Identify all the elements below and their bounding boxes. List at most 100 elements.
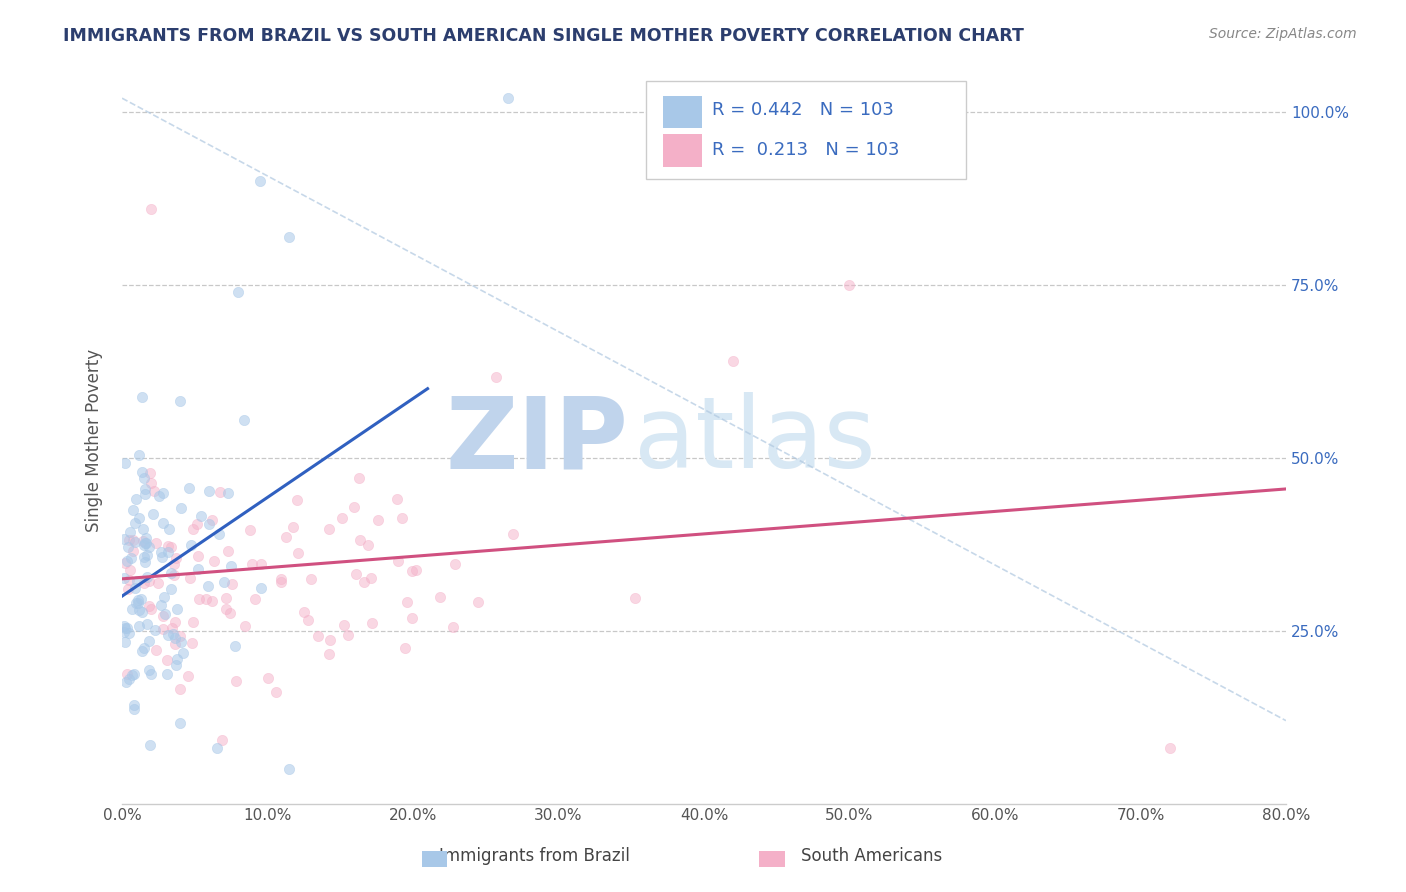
- Point: [165, 631, 187, 645]
- Point: [135, 532, 157, 546]
- Point: [208, 485, 231, 500]
- Point: [145, 643, 167, 657]
- Point: [134, 482, 156, 496]
- Point: [240, 557, 263, 571]
- Point: [136, 548, 159, 562]
- Point: [319, 632, 342, 647]
- Point: [165, 637, 187, 651]
- Point: [394, 641, 416, 656]
- Point: [202, 554, 225, 568]
- Point: [117, 621, 139, 635]
- Point: [177, 481, 200, 495]
- Point: [127, 574, 149, 588]
- Point: [217, 543, 239, 558]
- Point: [169, 629, 191, 643]
- Point: [219, 559, 242, 574]
- Point: [169, 681, 191, 696]
- Point: [145, 536, 167, 550]
- Point: [134, 487, 156, 501]
- Point: [139, 666, 162, 681]
- Point: [114, 556, 136, 570]
- Point: [198, 516, 221, 531]
- Point: [249, 174, 271, 188]
- Point: [124, 666, 146, 681]
- Point: [131, 390, 153, 404]
- Point: [132, 538, 155, 552]
- Point: [353, 575, 375, 590]
- Point: [131, 591, 153, 606]
- Point: [401, 564, 423, 578]
- Point: [197, 579, 219, 593]
- Point: [138, 574, 160, 588]
- Point: [121, 533, 143, 548]
- Point: [165, 657, 187, 672]
- Point: [274, 530, 297, 544]
- Point: [156, 539, 179, 553]
- Point: [502, 527, 524, 541]
- Point: [142, 484, 165, 499]
- Point: [278, 229, 301, 244]
- Point: [132, 550, 155, 565]
- Point: [337, 628, 360, 642]
- Point: [181, 615, 204, 630]
- Point: [128, 603, 150, 617]
- Point: [165, 551, 187, 566]
- Text: R = 0.442   N = 103: R = 0.442 N = 103: [713, 101, 894, 120]
- Point: [343, 500, 366, 514]
- Point: [187, 562, 209, 576]
- Point: [217, 486, 239, 500]
- Point: [139, 476, 162, 491]
- Point: [142, 507, 165, 521]
- Point: [270, 574, 292, 589]
- Point: [270, 572, 292, 586]
- Point: [114, 675, 136, 690]
- Point: [225, 674, 247, 689]
- Point: [120, 524, 142, 539]
- Point: [117, 540, 139, 554]
- Point: [138, 540, 160, 554]
- Point: [114, 621, 136, 635]
- Point: [152, 622, 174, 636]
- Point: [157, 628, 180, 642]
- Point: [112, 624, 135, 639]
- Point: [318, 648, 340, 662]
- Point: [467, 595, 489, 609]
- Point: [134, 554, 156, 568]
- Point: [170, 635, 193, 649]
- Point: [131, 605, 153, 619]
- Point: [214, 601, 236, 615]
- Point: [160, 621, 183, 635]
- Point: [156, 666, 179, 681]
- Point: [146, 575, 169, 590]
- Point: [118, 563, 141, 577]
- FancyBboxPatch shape: [645, 81, 966, 179]
- Point: [172, 646, 194, 660]
- Point: [405, 563, 427, 577]
- Point: [124, 535, 146, 549]
- Point: [166, 652, 188, 666]
- Point: [127, 593, 149, 607]
- Point: [195, 591, 218, 606]
- Point: [156, 545, 179, 559]
- Point: [201, 512, 224, 526]
- Point: [208, 527, 231, 541]
- Point: [152, 516, 174, 531]
- Point: [132, 522, 155, 536]
- Point: [278, 762, 301, 776]
- Text: atlas: atlas: [634, 392, 876, 489]
- Point: [233, 413, 256, 427]
- Point: [150, 599, 173, 613]
- Point: [132, 534, 155, 549]
- Text: R =  0.213   N = 103: R = 0.213 N = 103: [713, 141, 900, 159]
- Point: [218, 606, 240, 620]
- Point: [150, 545, 173, 559]
- Point: [367, 513, 389, 527]
- Point: [141, 202, 163, 216]
- Point: [485, 370, 508, 384]
- Point: [124, 516, 146, 530]
- Point: [212, 574, 235, 589]
- Point: [181, 522, 204, 536]
- Point: [117, 582, 139, 596]
- Point: [250, 558, 273, 572]
- Point: [387, 491, 409, 506]
